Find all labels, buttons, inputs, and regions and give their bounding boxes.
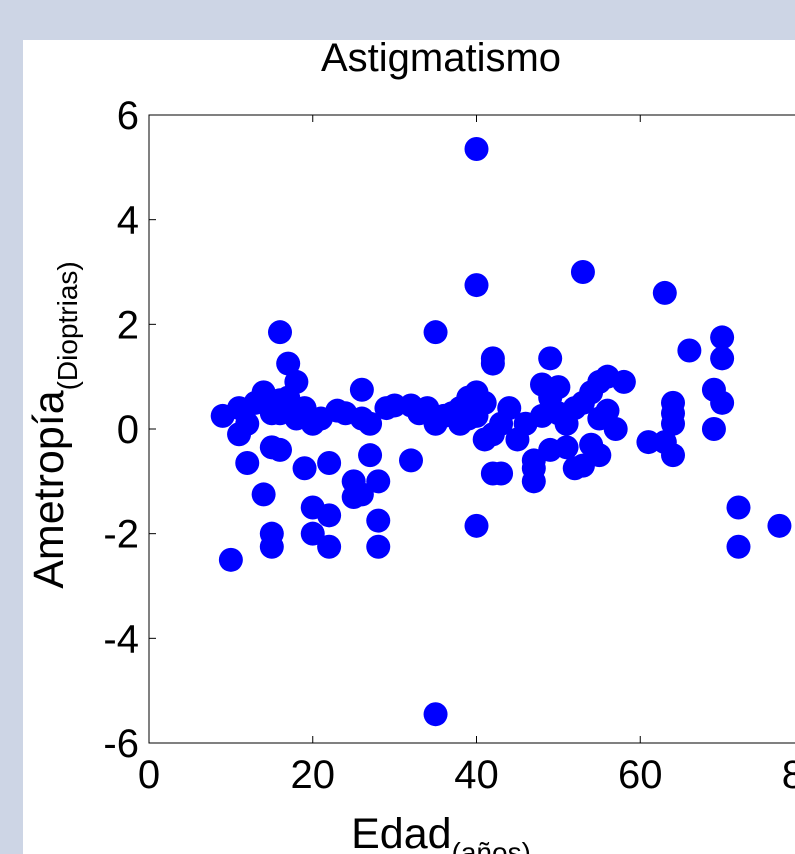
data-point	[570, 260, 595, 284]
data-point	[317, 451, 342, 476]
data-point	[710, 346, 735, 371]
data-point	[464, 273, 489, 298]
data-point	[652, 280, 677, 305]
tick-labels: 0204060806420-2-4-6	[103, 94, 795, 797]
data-point	[767, 513, 792, 538]
data-point	[726, 534, 751, 559]
data-point	[546, 375, 571, 400]
y-axis-label-main: Ametropía	[25, 390, 73, 588]
data-point	[358, 411, 383, 436]
data-point	[464, 513, 489, 538]
data-point	[423, 702, 448, 727]
data-point	[710, 390, 735, 415]
data-point	[292, 456, 317, 481]
scatter-chart: Astigmatismo 0204060806420-2-4-6 Edad(añ…	[25, 40, 795, 854]
data-point	[423, 320, 448, 345]
x-tick-label: 60	[618, 753, 663, 797]
data-point	[489, 461, 514, 486]
y-tick-label: -6	[103, 722, 139, 766]
figure: Astigmatismo 0204060806420-2-4-6 Edad(añ…	[23, 40, 795, 854]
data-point	[480, 351, 505, 376]
data-point	[464, 137, 489, 162]
data-point	[284, 369, 309, 394]
data-point	[317, 503, 342, 528]
data-point	[661, 411, 685, 436]
y-tick-label: 2	[117, 303, 139, 347]
data-point	[538, 346, 563, 371]
data-point	[366, 534, 391, 559]
data-point	[521, 469, 546, 494]
y-tick-label: 0	[117, 408, 139, 452]
data-point	[358, 443, 383, 468]
data-point	[677, 338, 702, 363]
data-point	[268, 320, 292, 345]
data-point	[218, 547, 243, 572]
data-point	[603, 417, 628, 441]
data-point	[472, 390, 497, 415]
data-point	[259, 534, 284, 559]
y-tick-label: -2	[103, 513, 139, 557]
data-point	[661, 443, 685, 468]
x-tick-label: 20	[291, 753, 336, 797]
x-tick-label: 80	[782, 753, 795, 797]
y-axis-label: Ametropía(Dioptrias)	[25, 261, 83, 589]
data-point	[497, 396, 522, 421]
data-point	[595, 398, 620, 423]
x-tick-label: 40	[454, 753, 499, 797]
y-tick-label: 4	[117, 199, 139, 243]
data-point	[251, 482, 276, 507]
data-point	[554, 435, 579, 460]
data-point	[317, 534, 342, 559]
y-tick-label: 6	[117, 94, 139, 138]
y-axis-label-sub: (Dioptrias)	[52, 261, 83, 390]
data-point	[300, 521, 325, 546]
x-tick-label: 0	[138, 753, 160, 797]
data-point	[399, 448, 423, 473]
axis-ticks	[148, 114, 641, 744]
data-point	[710, 325, 735, 350]
data-point	[611, 369, 636, 394]
data-point	[366, 508, 391, 533]
chart-title: Astigmatismo	[321, 40, 561, 80]
data-point	[726, 495, 751, 520]
y-tick-label: -4	[103, 617, 139, 661]
data-point	[268, 437, 292, 462]
data-point	[587, 443, 612, 468]
data-point	[366, 469, 391, 494]
data-points	[210, 137, 792, 727]
data-point	[276, 351, 301, 376]
x-axis-label-main: Edad	[351, 810, 451, 854]
data-point	[349, 482, 374, 507]
x-axis-label: Edad(años)	[351, 810, 531, 854]
data-point	[701, 417, 726, 441]
data-point	[349, 377, 374, 402]
x-axis-label-sub: (años)	[452, 837, 531, 854]
data-point	[235, 451, 260, 476]
data-point	[235, 411, 260, 436]
